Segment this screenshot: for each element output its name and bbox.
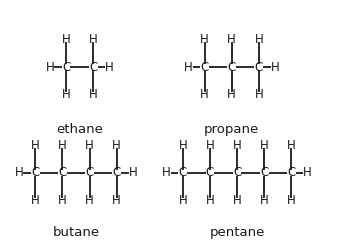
Text: H: H — [254, 33, 263, 46]
Text: H: H — [89, 33, 98, 46]
Text: pentane: pentane — [210, 226, 265, 239]
Text: H: H — [233, 194, 241, 207]
Text: H: H — [303, 166, 312, 179]
Text: H: H — [105, 61, 114, 74]
Text: H: H — [62, 88, 71, 101]
Text: H: H — [162, 166, 171, 179]
Text: H: H — [31, 139, 40, 152]
Text: propane: propane — [204, 123, 259, 136]
Text: H: H — [260, 139, 269, 152]
Text: C: C — [113, 166, 121, 179]
Text: H: H — [206, 194, 214, 207]
Text: H: H — [58, 194, 67, 207]
Text: C: C — [179, 166, 187, 179]
Text: H: H — [14, 166, 24, 179]
Text: H: H — [112, 139, 121, 152]
Text: C: C — [89, 61, 97, 74]
Text: H: H — [178, 194, 187, 207]
Text: C: C — [228, 61, 236, 74]
Text: H: H — [112, 194, 121, 207]
Text: H: H — [31, 194, 40, 207]
Text: H: H — [85, 139, 94, 152]
Text: H: H — [206, 139, 214, 152]
Text: H: H — [227, 33, 236, 46]
Text: H: H — [260, 194, 269, 207]
Text: C: C — [287, 166, 295, 179]
Text: C: C — [85, 166, 94, 179]
Text: H: H — [200, 33, 209, 46]
Text: C: C — [255, 61, 263, 74]
Text: H: H — [233, 139, 241, 152]
Text: C: C — [31, 166, 39, 179]
Text: C: C — [58, 166, 67, 179]
Text: H: H — [178, 139, 187, 152]
Text: C: C — [206, 166, 214, 179]
Text: H: H — [129, 166, 138, 179]
Text: H: H — [89, 88, 98, 101]
Text: C: C — [201, 61, 209, 74]
Text: C: C — [260, 166, 268, 179]
Text: H: H — [58, 139, 67, 152]
Text: H: H — [85, 194, 94, 207]
Text: C: C — [62, 61, 70, 74]
Text: H: H — [62, 33, 71, 46]
Text: H: H — [287, 194, 296, 207]
Text: H: H — [227, 88, 236, 101]
Text: H: H — [287, 139, 296, 152]
Text: H: H — [271, 61, 279, 74]
Text: ethane: ethane — [56, 123, 103, 136]
Text: H: H — [45, 61, 54, 74]
Text: C: C — [233, 166, 241, 179]
Text: H: H — [184, 61, 193, 74]
Text: butane: butane — [52, 226, 100, 239]
Text: H: H — [254, 88, 263, 101]
Text: H: H — [200, 88, 209, 101]
